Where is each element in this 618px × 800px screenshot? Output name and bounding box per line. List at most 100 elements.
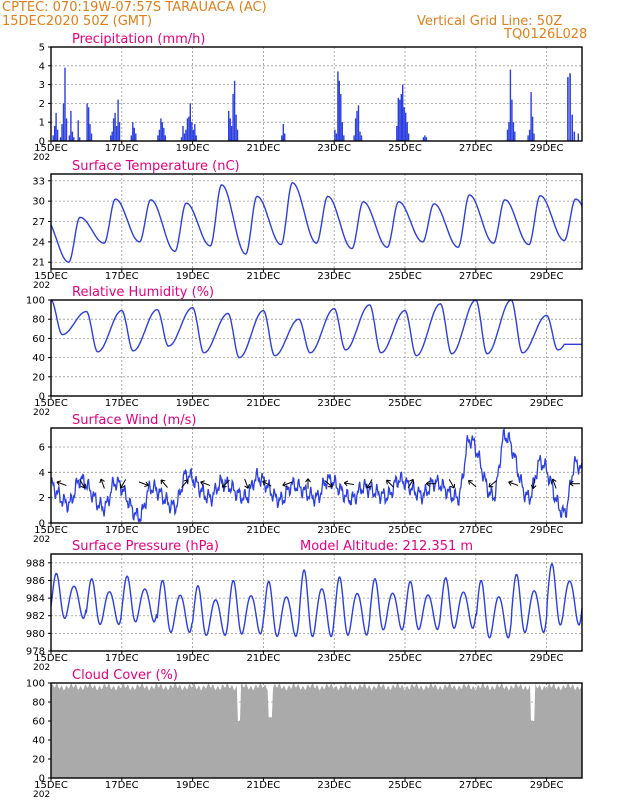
pressure-ytick-4: 986: [26, 576, 45, 587]
wind-arrow-head: [569, 480, 574, 487]
wind-arrow-head: [328, 482, 333, 488]
humidity-xtick-0: 15DEC: [34, 398, 68, 409]
precip-bar: [59, 137, 62, 141]
precip-bar: [61, 124, 63, 141]
header-location: CPTEC: 070:19W-07:57S TARAUACA (AC): [2, 0, 267, 15]
humidity-xtick-2: 19DEC: [176, 398, 210, 409]
wind-arrow-shaft: [200, 481, 211, 486]
precip-bar: [64, 67, 66, 141]
precip-bar: [189, 103, 191, 141]
wind-arrow-shaft: [100, 478, 105, 489]
wind-arrow-head: [551, 478, 557, 484]
temperature-ytick-3: 30: [32, 197, 45, 208]
precip-ytick-2: 2: [39, 99, 45, 110]
precip-bar: [118, 122, 121, 141]
wind-arrow-icon: [386, 479, 394, 488]
wind-arrow-head: [488, 482, 494, 488]
precip-bar: [527, 135, 529, 141]
temperature-title: Surface Temperature (nC): [72, 159, 240, 174]
precip-bar: [506, 129, 509, 141]
wind-xtick-5: 25DEC: [388, 525, 422, 536]
precip-bar: [396, 126, 398, 141]
precip-bar: [163, 127, 165, 141]
wind-arrow-head: [343, 480, 349, 487]
precip-xtick-1: 17DEC: [105, 143, 139, 154]
precip-bar: [86, 103, 88, 141]
precip-bar: [195, 135, 197, 141]
precip-bar: [110, 135, 112, 141]
wind-arrow-icon: [343, 480, 355, 487]
wind-xtick-7: 29DEC: [530, 525, 564, 536]
precip-bar: [130, 135, 132, 141]
wind-arrow-shaft: [282, 481, 293, 486]
wind-arrow-icon: [467, 479, 477, 488]
wind-arrow-icon: [488, 480, 497, 488]
wind-arrow-head: [530, 484, 537, 489]
precip-bar: [186, 118, 189, 141]
header-grid-note: Vertical Grid Line: 50Z: [417, 14, 563, 29]
pressure-xtick-6: 27DEC: [459, 653, 493, 664]
humidity-ytick-2: 40: [32, 353, 45, 364]
wind-arrow-shaft: [244, 478, 249, 489]
wind-arrow-head: [425, 480, 430, 487]
humidity-year-label: 202: [33, 408, 50, 418]
precip-bar: [567, 77, 569, 141]
humidity-xtick-4: 23DEC: [317, 398, 351, 409]
wind-arrow-shaft: [488, 480, 497, 488]
humidity-ytick-1: 20: [32, 372, 45, 383]
precip-bar: [114, 112, 116, 141]
wind-arrow-shaft: [448, 479, 455, 489]
precip-bar: [403, 107, 405, 141]
wind-arrow-icon: [79, 479, 86, 489]
temperature-ytick-0: 21: [32, 258, 45, 269]
cloud-xtick-5: 25DEC: [388, 780, 422, 791]
wind-speed-line: [50, 428, 583, 523]
wind-arrow-icon: [160, 479, 168, 488]
wind-arrow-icon: [530, 478, 537, 489]
temperature-frame: [50, 173, 583, 270]
temperature-series-line: [50, 182, 583, 263]
wind-arrow-shaft: [407, 479, 414, 489]
header-run-time: 15DEC2020 50Z (GMT): [2, 14, 153, 29]
precip-bar: [406, 122, 408, 141]
precip-bar: [424, 135, 426, 141]
precip-bar: [335, 133, 338, 141]
precip-bar: [70, 110, 72, 141]
cloud-ytick-5: 100: [26, 679, 45, 690]
wind-arrow-shaft: [120, 479, 127, 489]
temperature-ytick-1: 24: [32, 237, 45, 248]
precip-bar: [573, 131, 576, 141]
cloud-cover-area: [51, 683, 582, 778]
precip-bar: [281, 135, 283, 141]
precip-bar: [284, 133, 286, 141]
wind-arrow-icon: [119, 479, 127, 489]
wind-ytick-1: 2: [39, 493, 45, 504]
wind-arrow-icon: [551, 478, 557, 489]
precip-xtick-5: 25DEC: [388, 143, 422, 154]
temperature-xtick-3: 21DEC: [247, 271, 281, 282]
cloud-xtick-6: 27DEC: [459, 780, 493, 791]
pressure-xtick-4: 23DEC: [317, 653, 351, 664]
precip-bar: [132, 122, 134, 141]
temperature-ytick-2: 27: [32, 217, 45, 228]
humidity-ytick-5: 100: [26, 296, 45, 307]
wind-arrow-head: [450, 483, 456, 489]
wind-arrow-shaft: [552, 478, 557, 489]
precip-bar: [188, 116, 190, 141]
precip-bar: [577, 133, 579, 141]
humidity-series-line: [50, 299, 582, 359]
wind-arrow-shaft: [508, 481, 519, 486]
wind-arrow-shaft: [138, 481, 149, 486]
precip-bar: [89, 124, 91, 141]
wind-arrow-head: [244, 484, 250, 489]
precip-ytick-1: 1: [39, 118, 45, 129]
temperature-ytick-4: 33: [32, 176, 45, 187]
precip-bar: [512, 122, 515, 141]
wind-arrow-head: [366, 483, 372, 489]
precip-bar: [111, 131, 113, 141]
precip-bar: [508, 122, 510, 141]
precip-bar: [183, 133, 186, 141]
wind-arrow-shaft: [262, 480, 272, 487]
precip-xtick-2: 19DEC: [176, 143, 210, 154]
precip-bar: [229, 118, 231, 141]
